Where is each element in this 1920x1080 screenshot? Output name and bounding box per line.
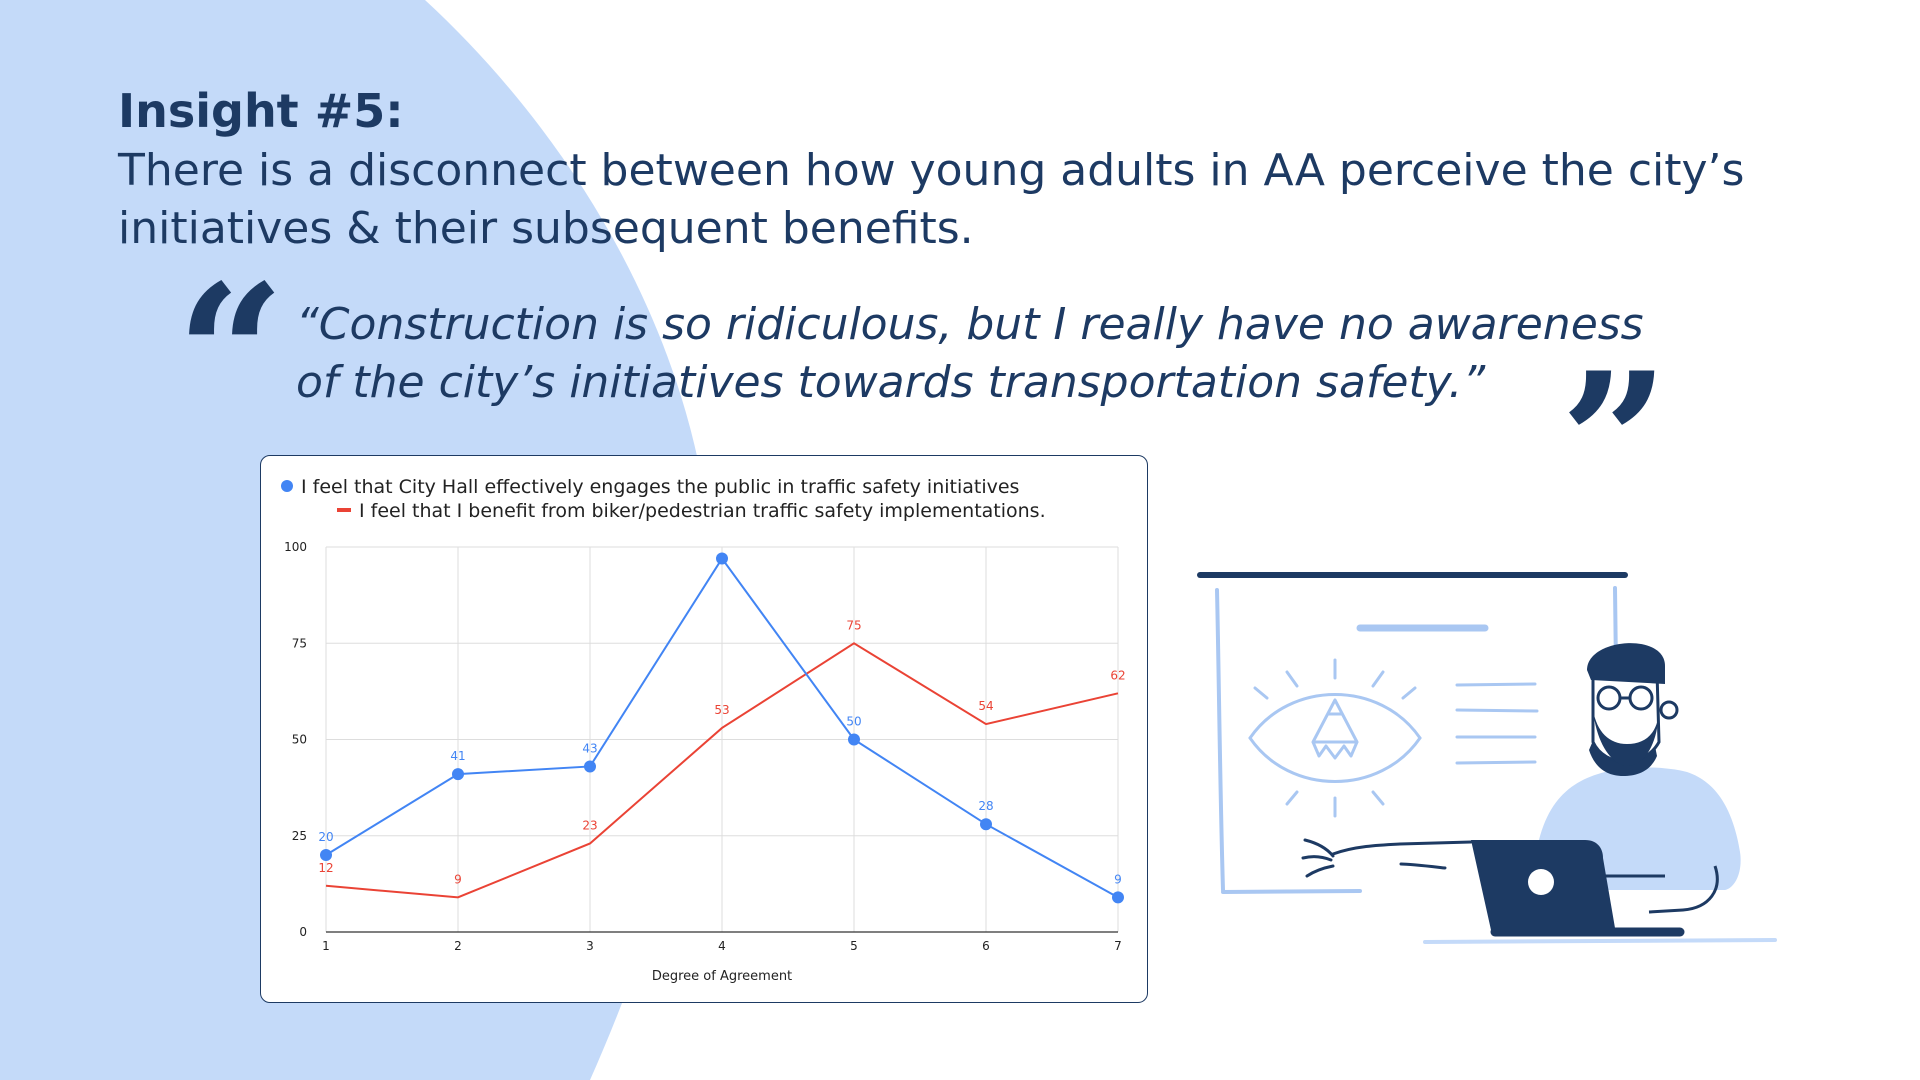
y-tick-label: 25 xyxy=(292,829,307,843)
x-tick-label: 2 xyxy=(454,939,462,953)
data-label: 12 xyxy=(318,861,333,875)
data-label: 20 xyxy=(318,830,333,844)
legend-dot-icon xyxy=(281,479,293,492)
x-tick-label: 7 xyxy=(1114,939,1122,953)
close-quote-icon: ” xyxy=(1560,331,1670,554)
data-label: 62 xyxy=(1110,668,1125,682)
x-tick-label: 6 xyxy=(982,939,990,953)
insight-statement: There is a disconnect between how young … xyxy=(118,145,1745,254)
data-label: 9 xyxy=(1114,872,1122,886)
data-label: 50 xyxy=(846,715,861,729)
pencil-icon xyxy=(1311,698,1359,760)
y-tick-label: 0 xyxy=(299,925,307,939)
legend-dash-icon xyxy=(337,507,351,512)
y-tick-label: 75 xyxy=(292,636,307,650)
data-label: 9 xyxy=(454,872,462,886)
x-tick-label: 4 xyxy=(718,939,726,953)
data-point xyxy=(452,768,464,781)
eye-icon xyxy=(1248,658,1422,818)
x-tick-label: 5 xyxy=(850,939,858,953)
data-label: 54 xyxy=(978,699,993,713)
data-label: 23 xyxy=(582,818,597,832)
presenter-illustration xyxy=(1197,572,1777,944)
chart-card: 0 25 50 75 100 1 2 3 4 5 6 7 Degree of Agreement 12 9 2… xyxy=(260,455,1148,1003)
y-tick-label: 50 xyxy=(292,733,307,747)
open-quote-icon: “ xyxy=(176,243,286,466)
data-label: 75 xyxy=(846,618,861,632)
data-point xyxy=(980,818,992,831)
data-point xyxy=(320,849,332,861)
data-point xyxy=(584,760,596,773)
insight-heading: Insight #5: xyxy=(118,84,404,138)
data-point xyxy=(716,552,728,565)
series-line-2 xyxy=(325,642,1119,899)
legend-label: I feel that City Hall effectively engage… xyxy=(301,476,1020,498)
y-tick-label: 100 xyxy=(284,540,307,554)
data-label: 41 xyxy=(450,749,465,763)
person-with-laptop-icon xyxy=(1301,643,1777,944)
x-axis-title: Degree of Agreement xyxy=(652,969,792,984)
data-label: 43 xyxy=(582,741,597,755)
data-label: 53 xyxy=(714,703,729,717)
user-quote: “Construction is so ridiculous, but I re… xyxy=(296,299,1644,408)
x-tick-label: 1 xyxy=(322,939,330,953)
legend-item-benefit: I feel that I benefit from biker/pedestr… xyxy=(337,500,1046,522)
presentation-board-icon xyxy=(1197,572,1628,894)
x-tick-label: 3 xyxy=(586,939,594,953)
legend-item-city-hall: I feel that City Hall effectively engage… xyxy=(281,476,1019,498)
data-label: 28 xyxy=(978,799,993,813)
data-point xyxy=(1112,891,1124,904)
legend-label: I feel that I benefit from biker/pedestr… xyxy=(359,500,1046,522)
data-point xyxy=(848,733,860,746)
